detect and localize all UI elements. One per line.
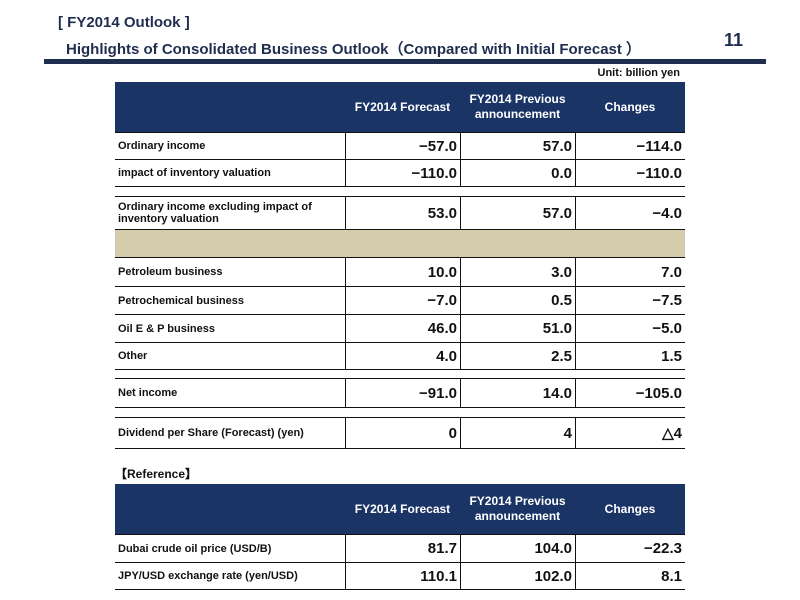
change-value: −7.5	[652, 292, 682, 309]
column-divider	[460, 418, 461, 449]
change-value: △4	[662, 425, 682, 442]
page-number: 11	[724, 30, 744, 50]
change-value: 7.0	[661, 263, 682, 281]
column-divider	[575, 535, 576, 590]
forecast-value: 81.7	[427, 540, 457, 557]
forecast-value: −110.0	[411, 164, 457, 182]
change-value: −22.3	[644, 540, 682, 557]
col-header-changes: Changes	[604, 501, 656, 516]
forecast-value: 53.0	[427, 204, 457, 222]
previous-value: 102.0	[534, 567, 572, 585]
change-value: 1.5	[661, 347, 682, 365]
column-divider	[575, 258, 576, 370]
row-label: impact of inventory valuation	[118, 167, 271, 179]
col-header-previous: FY2014 Previous announcement	[469, 92, 566, 121]
column-divider	[345, 379, 346, 408]
change-value: −110.0	[636, 164, 682, 182]
row-label: Dividend per Share (Forecast) (yen)	[118, 427, 304, 439]
main-table-header: FY2014 Forecast FY2014 Previous announce…	[115, 82, 685, 132]
slide-title: [ FY2014 Outlook ]	[58, 14, 190, 31]
table-row: Dividend per Share (Forecast) (yen) 0 4 …	[115, 418, 685, 449]
change-value: −4.0	[652, 204, 682, 222]
table-row: Ordinary income −57.0 57.0 −114.0	[115, 133, 685, 160]
column-divider	[460, 197, 461, 230]
row-label: Net income	[118, 387, 178, 399]
table-row: Other 4.0 2.5 1.5	[115, 343, 685, 370]
slide-subtitle: Highlights of Consolidated Business Outl…	[66, 41, 642, 58]
reference-table-header: FY2014 Forecast FY2014 Previous announce…	[115, 484, 685, 534]
forecast-value: 0	[448, 424, 457, 442]
forecast-value: 110.1	[420, 567, 457, 585]
table-row: Net income −91.0 14.0 −105.0	[115, 379, 685, 408]
table-rule	[115, 417, 685, 418]
row-label: Petrochemical business	[118, 294, 244, 307]
table-row: Ordinary income excluding impact of inve…	[115, 197, 685, 230]
unit-label: Unit: billion yen	[597, 67, 681, 79]
previous-value: 14.0	[542, 384, 572, 402]
change-value: −114.0	[636, 137, 682, 155]
table-row: Dubai crude oil price (USD/B) 81.7 104.0…	[115, 535, 685, 563]
table-row: Oil E & P business 46.0 51.0 −5.0	[115, 315, 685, 343]
row-label: JPY/USD exchange rate (yen/USD)	[118, 570, 298, 582]
row-label: Ordinary income excluding impact of inve…	[118, 201, 312, 225]
column-divider	[460, 535, 461, 590]
row-label: Oil E & P business	[118, 322, 215, 335]
change-value: 8.1	[661, 567, 682, 585]
forecast-value: 4.0	[436, 347, 457, 365]
previous-value: 57.0	[542, 137, 572, 155]
row-label: Dubai crude oil price (USD/B)	[118, 542, 272, 555]
row-label: Ordinary income	[118, 140, 206, 152]
table-rule	[115, 534, 685, 535]
column-divider	[460, 379, 461, 408]
column-divider	[575, 133, 576, 187]
previous-value: 104.0	[534, 540, 572, 557]
table-rule	[115, 196, 685, 197]
table-row: impact of inventory valuation −110.0 0.0…	[115, 160, 685, 187]
forecast-value: 46.0	[427, 320, 457, 337]
previous-value: 0.0	[551, 164, 572, 182]
col-header-previous: FY2014 Previous announcement	[469, 494, 566, 523]
previous-value: 4	[563, 424, 572, 442]
col-header-forecast: FY2014 Forecast	[354, 99, 451, 114]
col-header-changes: Changes	[604, 99, 656, 114]
previous-value: 2.5	[551, 347, 572, 365]
forecast-value: −7.0	[427, 292, 457, 309]
forecast-value: −57.0	[419, 137, 457, 155]
table-rule	[115, 132, 685, 133]
forecast-value: −91.0	[419, 384, 457, 402]
column-divider	[460, 133, 461, 187]
table-row: JPY/USD exchange rate (yen/USD) 110.1 10…	[115, 563, 685, 590]
column-divider	[575, 379, 576, 408]
column-divider	[575, 418, 576, 449]
previous-value: 0.5	[551, 292, 572, 309]
column-divider	[345, 418, 346, 449]
forecast-value: 10.0	[427, 263, 457, 281]
table-row: Petroleum business 10.0 3.0 7.0	[115, 258, 685, 287]
col-header-forecast: FY2014 Forecast	[354, 501, 451, 516]
previous-value: 3.0	[551, 263, 572, 281]
title-rule	[44, 59, 766, 64]
change-value: −105.0	[635, 384, 682, 402]
table-row: Petrochemical business −7.0 0.5 −7.5	[115, 287, 685, 315]
change-value: −5.0	[652, 320, 682, 337]
column-divider	[345, 535, 346, 590]
row-label: Petroleum business	[118, 266, 223, 278]
column-divider	[345, 258, 346, 370]
table-rule	[115, 378, 685, 379]
previous-value: 51.0	[542, 320, 572, 337]
previous-value: 57.0	[542, 204, 572, 222]
row-label: Other	[118, 350, 148, 362]
column-divider	[345, 133, 346, 187]
section-band	[115, 230, 685, 258]
column-divider	[575, 197, 576, 230]
column-divider	[460, 258, 461, 370]
reference-label: 【Reference】	[115, 467, 198, 481]
column-divider	[345, 197, 346, 230]
